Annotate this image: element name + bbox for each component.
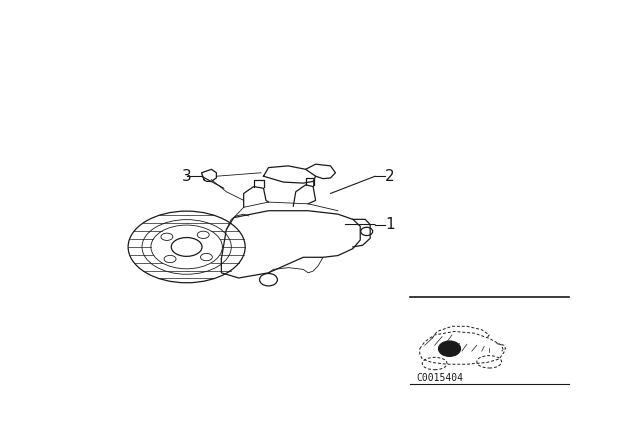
Text: 2: 2 xyxy=(385,169,395,184)
Text: 1: 1 xyxy=(385,217,395,232)
Text: 3: 3 xyxy=(182,169,191,184)
Circle shape xyxy=(438,341,460,356)
Text: C0015404: C0015404 xyxy=(416,373,463,383)
